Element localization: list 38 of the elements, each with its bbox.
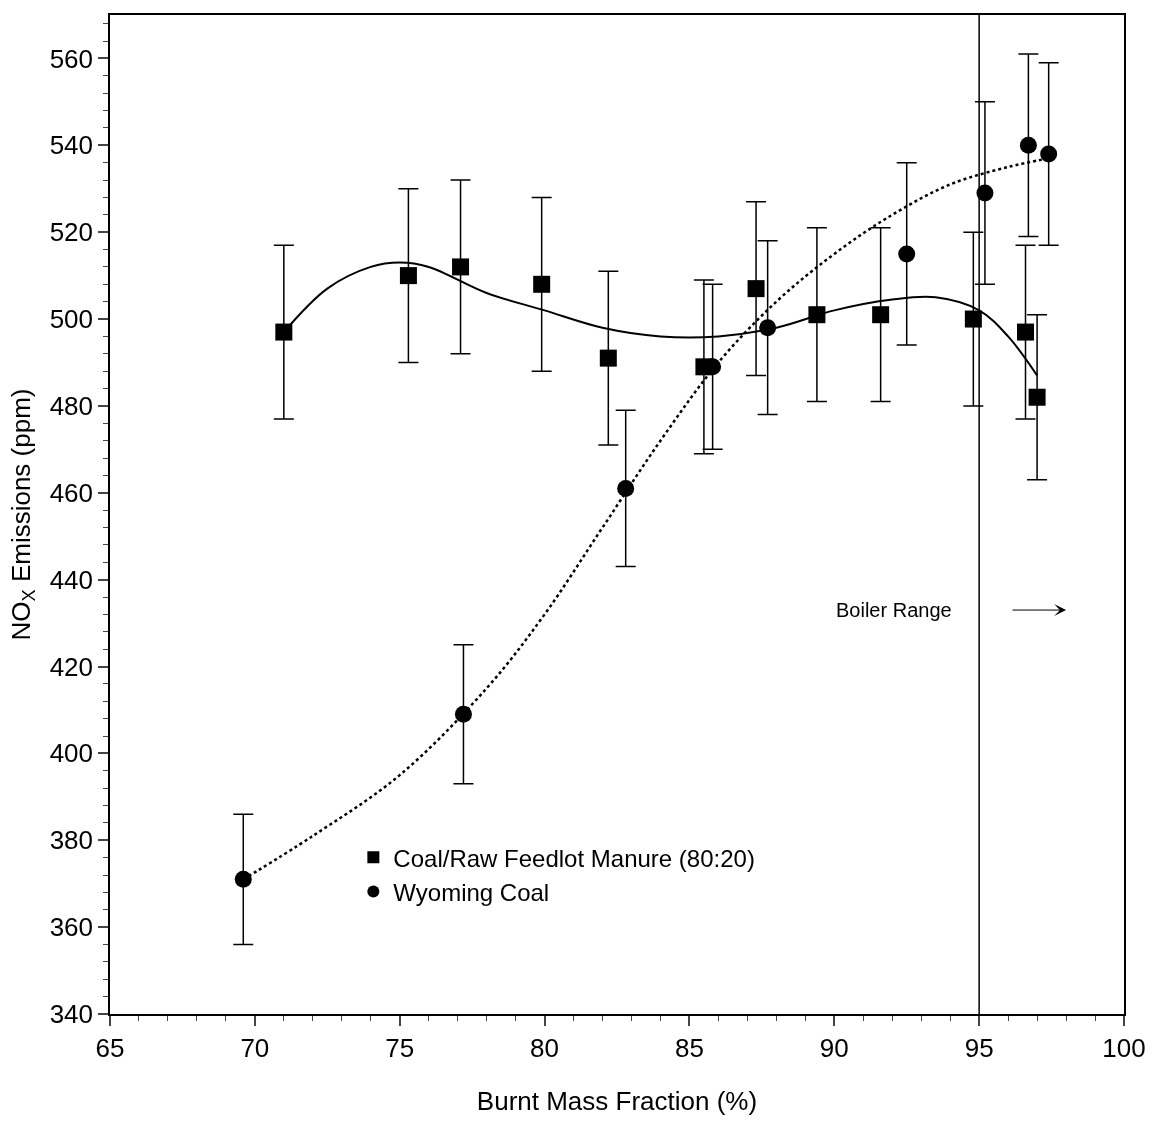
y-tick-label: 380 (49, 825, 94, 856)
x-tick-label: 70 (240, 1032, 270, 1063)
x-tick-label: 75 (385, 1032, 415, 1063)
y-tick-label: 540 (49, 130, 94, 161)
point (399, 267, 417, 285)
y-tick-label: 420 (49, 651, 94, 682)
point (452, 258, 470, 276)
legend-label: Wyoming Coal (393, 878, 550, 906)
point (1040, 145, 1058, 163)
x-tick-label: 85 (674, 1032, 704, 1063)
y-tick-label: 520 (49, 217, 94, 248)
point (1017, 323, 1034, 341)
x-tick-label: 100 (1102, 1032, 1146, 1063)
y-tick-label: 560 (49, 43, 94, 74)
point (747, 280, 765, 298)
ref-line-label: Boiler Range (836, 599, 952, 621)
x-tick-label: 65 (95, 1032, 125, 1063)
point (872, 306, 890, 324)
x-axis-title: Burnt Mass Fraction (%) (476, 1086, 758, 1117)
point (898, 245, 916, 263)
y-tick-label: 440 (49, 564, 94, 595)
y-tick-label: 480 (49, 391, 94, 422)
y-tick-label: 500 (49, 304, 94, 335)
y-tick-label: 400 (49, 738, 94, 769)
x-tick-label: 95 (964, 1032, 994, 1063)
legend-label: Coal/Raw Feedlot Manure (80:20) (393, 844, 755, 872)
y-tick-label: 460 (49, 477, 94, 508)
point (599, 349, 617, 367)
point (234, 870, 252, 888)
x-tick-label: 80 (530, 1032, 560, 1063)
point (617, 479, 635, 497)
point (1019, 136, 1037, 154)
y-tick-label: 360 (49, 912, 94, 943)
point (1028, 388, 1046, 406)
point (275, 323, 293, 341)
x-tick-label: 90 (819, 1032, 849, 1063)
y-tick-label: 340 (49, 999, 94, 1030)
point (533, 275, 551, 293)
